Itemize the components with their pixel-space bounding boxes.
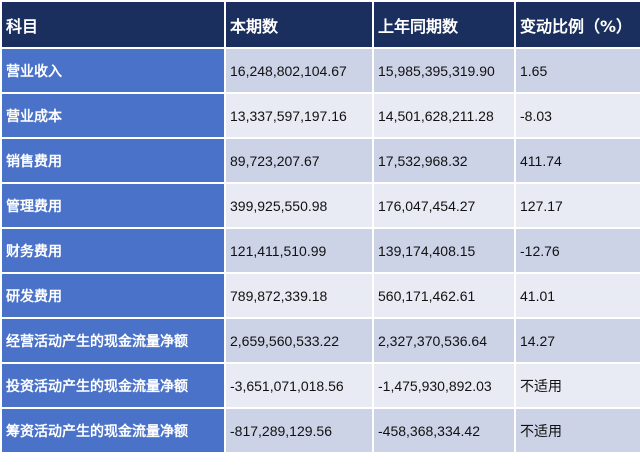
header-change-ratio: 变动比例（%）: [514, 0, 640, 49]
current-value: -3,651,071,018.56: [224, 362, 374, 409]
row-label: 营业成本: [0, 92, 226, 139]
row-label: 筹资活动产生的现金流量净额: [0, 407, 226, 454]
table-header: 科目 本期数 上年同期数 变动比例（%）: [0, 0, 640, 49]
header-prior-period: 上年同期数: [372, 0, 516, 49]
table-row: 筹资活动产生的现金流量净额 -817,289,129.56 -458,368,3…: [0, 407, 640, 454]
change-ratio: 411.74: [514, 137, 640, 184]
change-ratio: 127.17: [514, 182, 640, 229]
current-value: 121,411,510.99: [224, 227, 374, 274]
prior-value: -1,475,930,892.03: [372, 362, 516, 409]
table-row: 销售费用 89,723,207.67 17,532,968.32 411.74: [0, 137, 640, 184]
financial-comparison-table: 科目 本期数 上年同期数 变动比例（%） 营业收入 16,248,802,104…: [0, 0, 640, 454]
current-value: 16,248,802,104.67: [224, 47, 374, 94]
change-ratio: 不适用: [514, 362, 640, 409]
change-ratio: -12.76: [514, 227, 640, 274]
prior-value: 139,174,408.15: [372, 227, 516, 274]
current-value: -817,289,129.56: [224, 407, 374, 454]
change-ratio: 1.65: [514, 47, 640, 94]
current-value: 13,337,597,197.16: [224, 92, 374, 139]
prior-value: 560,171,462.61: [372, 272, 516, 319]
header-current-period: 本期数: [224, 0, 374, 49]
row-label: 营业收入: [0, 47, 226, 94]
prior-value: 17,532,968.32: [372, 137, 516, 184]
change-ratio: 14.27: [514, 317, 640, 364]
header-row: 科目 本期数 上年同期数 变动比例（%）: [0, 0, 640, 49]
prior-value: 15,985,395,319.90: [372, 47, 516, 94]
prior-value: 2,327,370,536.64: [372, 317, 516, 364]
prior-value: -458,368,334.42: [372, 407, 516, 454]
current-value: 399,925,550.98: [224, 182, 374, 229]
row-label: 投资活动产生的现金流量净额: [0, 362, 226, 409]
row-label: 销售费用: [0, 137, 226, 184]
prior-value: 14,501,628,211.28: [372, 92, 516, 139]
table-row: 研发费用 789,872,339.18 560,171,462.61 41.01: [0, 272, 640, 319]
row-label: 研发费用: [0, 272, 226, 319]
table-row: 管理费用 399,925,550.98 176,047,454.27 127.1…: [0, 182, 640, 229]
table-row: 财务费用 121,411,510.99 139,174,408.15 -12.7…: [0, 227, 640, 274]
current-value: 89,723,207.67: [224, 137, 374, 184]
table-row: 营业成本 13,337,597,197.16 14,501,628,211.28…: [0, 92, 640, 139]
row-label: 经营活动产生的现金流量净额: [0, 317, 226, 364]
header-item: 科目: [0, 0, 226, 49]
current-value: 2,659,560,533.22: [224, 317, 374, 364]
change-ratio: -8.03: [514, 92, 640, 139]
prior-value: 176,047,454.27: [372, 182, 516, 229]
current-value: 789,872,339.18: [224, 272, 374, 319]
table-row: 营业收入 16,248,802,104.67 15,985,395,319.90…: [0, 47, 640, 94]
table-row: 投资活动产生的现金流量净额 -3,651,071,018.56 -1,475,9…: [0, 362, 640, 409]
row-label: 管理费用: [0, 182, 226, 229]
table-body: 营业收入 16,248,802,104.67 15,985,395,319.90…: [0, 47, 640, 454]
change-ratio: 41.01: [514, 272, 640, 319]
row-label: 财务费用: [0, 227, 226, 274]
change-ratio: 不适用: [514, 407, 640, 454]
table-row: 经营活动产生的现金流量净额 2,659,560,533.22 2,327,370…: [0, 317, 640, 364]
